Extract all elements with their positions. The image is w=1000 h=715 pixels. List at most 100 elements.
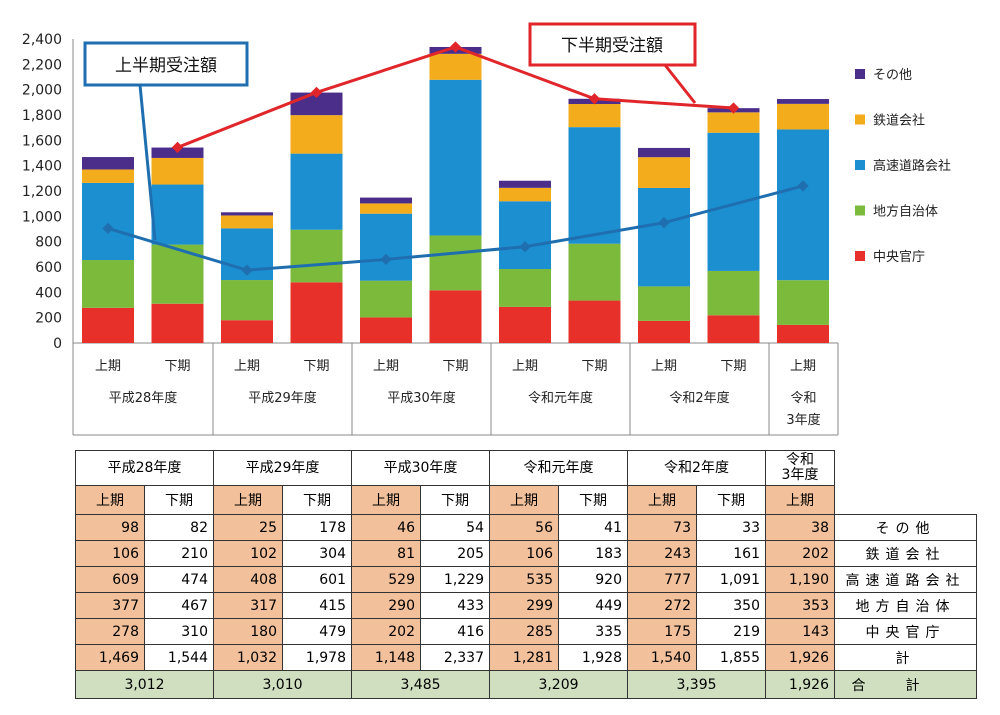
bar-segment: [360, 280, 412, 318]
line-marker: [380, 253, 392, 266]
value-cell: 102: [213, 540, 283, 567]
y-tick-label: 600: [35, 260, 62, 276]
value-cell: 202: [765, 540, 835, 567]
value-cell: 304: [282, 540, 352, 567]
value-cell: 377: [75, 592, 145, 619]
row-label: 鉄道会社: [834, 540, 977, 567]
value-cell: 1,928: [558, 644, 628, 671]
bar-segment: [290, 229, 343, 283]
value-cell: 353: [765, 592, 835, 619]
data-table: 平成28年度 平成29年度 平成30年度 令和元年度 令和2年度 令和 3年度 上期 下期 上期下…: [75, 450, 977, 699]
value-cell: 290: [351, 592, 421, 619]
value-cell: 38: [765, 514, 835, 541]
callout-first-half: 上半期受注額: [115, 56, 217, 76]
bar-segment: [221, 215, 273, 229]
total-row: 3,012 3,010 3,485 3,209 3,395 1,926 合計: [75, 670, 977, 699]
bar-segment: [290, 115, 343, 154]
value-cell: 46: [351, 514, 421, 541]
value-cell: 54: [420, 514, 490, 541]
total-cell: 3,485: [351, 670, 490, 699]
legend-swatch: [855, 114, 865, 125]
value-cell: 529: [351, 566, 421, 593]
blank-cell: [835, 451, 977, 486]
bar-segment: [707, 270, 760, 316]
callout-box: [528, 22, 697, 67]
year-label: 平成30年度: [387, 390, 456, 406]
value-cell: 609: [75, 566, 145, 593]
value-cell: 317: [213, 592, 283, 619]
value-cell: 205: [420, 540, 490, 567]
bar-segment: [290, 282, 343, 343]
bar-segment: [638, 187, 690, 287]
y-tick-label: 2,400: [22, 32, 62, 48]
bar-segment: [638, 157, 690, 188]
value-cell: 433: [420, 592, 490, 619]
value-cell: 1,540: [627, 644, 697, 671]
bar-segment: [777, 103, 829, 130]
value-cell: 219: [696, 618, 766, 645]
bar-segment: [638, 147, 690, 158]
bar-segment: [638, 320, 690, 343]
bar-segment: [777, 99, 829, 104]
legend-label: 高速道路会社: [873, 158, 951, 174]
bar-segment: [638, 286, 690, 321]
value-cell: 178: [282, 514, 352, 541]
bar-segment: [221, 280, 273, 321]
y-tick-label: 1,200: [22, 184, 62, 200]
value-cell: 1,032: [213, 644, 283, 671]
value-cell: 408: [213, 566, 283, 593]
bar-segment: [221, 320, 273, 343]
value-cell: 416: [420, 618, 490, 645]
callout-pointer: [663, 64, 697, 104]
table-row: 609 474 408 601 529 1,229 535 920 777 1,091 1,190 高…: [75, 566, 977, 593]
year-label: 平成29年度: [248, 390, 317, 406]
value-cell: 335: [558, 618, 628, 645]
y-tick-label: 400: [35, 285, 62, 301]
bar-segment: [360, 203, 412, 214]
year-header: 平成28年度: [75, 450, 214, 486]
bar-segment: [707, 132, 760, 271]
value-cell: 1,855: [696, 644, 766, 671]
total-cell: 3,209: [489, 670, 628, 699]
y-tick-label: 200: [35, 311, 62, 327]
period-header: 上期: [489, 485, 559, 515]
value-cell: 467: [144, 592, 214, 619]
value-cell: 161: [696, 540, 766, 567]
bar-segment: [151, 303, 204, 343]
period-label: 下期: [581, 359, 607, 374]
callout-second-half: 下半期受注額: [561, 36, 663, 56]
year-header: 令和元年度: [489, 450, 628, 486]
period-label: 下期: [164, 359, 190, 374]
row-label: 中央官庁: [834, 618, 977, 645]
year-header: 平成29年度: [213, 450, 352, 486]
bar-segment: [777, 280, 829, 325]
year-header: 令和2年度: [627, 450, 766, 486]
period-label: 下期: [442, 359, 468, 374]
stacked-bar-chart: 0 200 400 600 800 1,000 1,200 1,400 1,600 1,800 2,…: [22, 22, 951, 436]
period-label: 下期: [303, 359, 329, 374]
table-row: 377 467 317 415 290 433 299 449 272 350 353 地方自治体: [75, 592, 977, 619]
first-half-line: [107, 184, 804, 272]
legend-label: 中央官庁: [873, 249, 925, 265]
blank-cell: [835, 486, 977, 515]
bar-segment: [429, 53, 482, 80]
total-cell: 1,926: [765, 670, 835, 699]
value-cell: 210: [144, 540, 214, 567]
period-label: 上期: [512, 359, 538, 374]
bar-segment: [777, 129, 829, 281]
bar-segment: [221, 212, 273, 216]
value-cell: 601: [282, 566, 352, 593]
legend-swatch: [855, 251, 865, 261]
period-header: 下期: [144, 485, 214, 515]
bar-segment: [82, 307, 134, 343]
line-marker: [519, 241, 531, 253]
total-label: 合計: [834, 670, 977, 699]
bar-segment: [568, 243, 621, 301]
value-cell: 299: [489, 592, 559, 619]
value-cell: 183: [558, 540, 628, 567]
bar-segment: [151, 157, 204, 185]
bar-segment: [499, 269, 551, 307]
value-cell: 479: [282, 618, 352, 645]
y-tick-label: 1,400: [22, 159, 62, 175]
